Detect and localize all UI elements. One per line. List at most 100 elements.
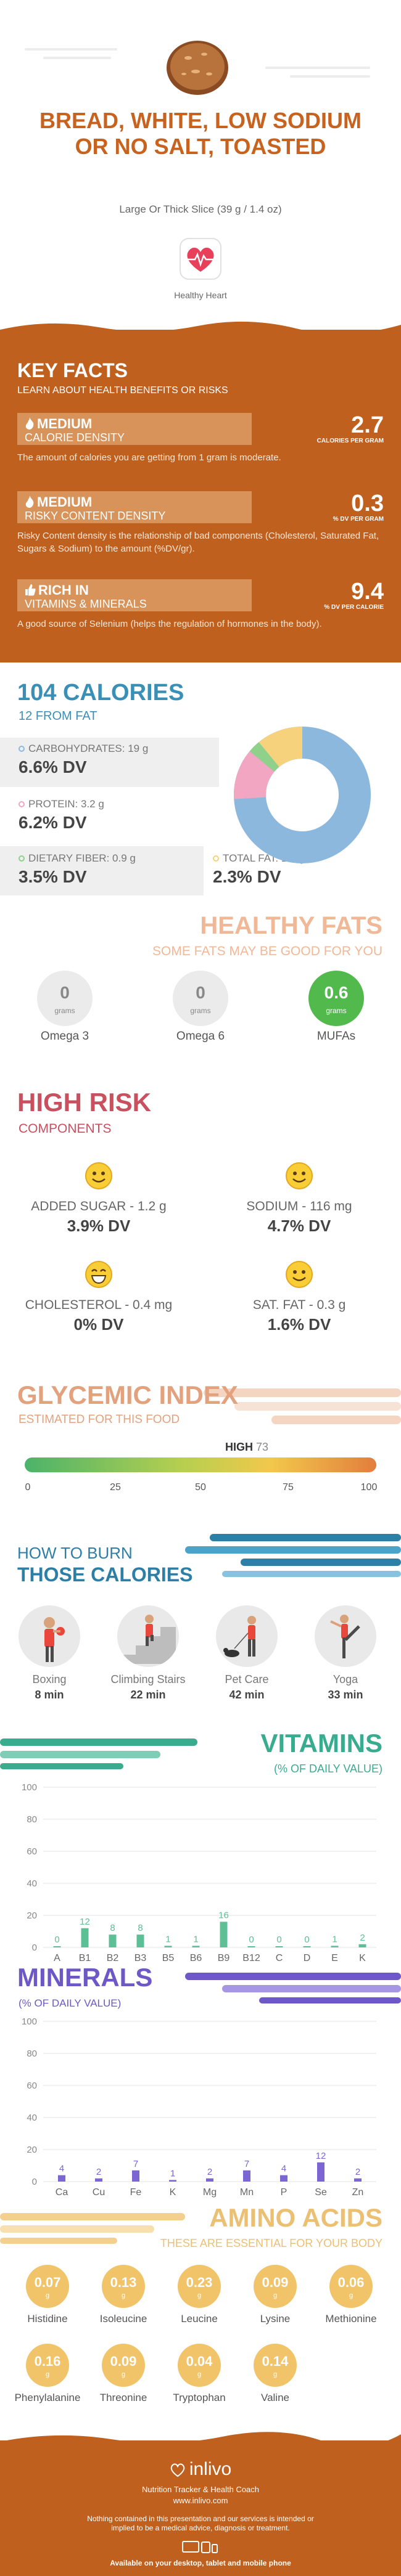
y-tick-label: 100	[22, 1782, 37, 1793]
x-tick-label: Cu	[93, 2187, 105, 2198]
nutrient-fiber: DIETARY FIBER: 0.9 g 3.5% DV	[19, 852, 136, 895]
key-fact-number: 0.3	[351, 491, 384, 516]
decorative-stripes	[185, 1534, 401, 1577]
y-tick-label: 100	[22, 2016, 37, 2027]
amino-value: 0.13	[110, 2275, 137, 2290]
amino-phenylalanine: 0.16 g Phenylalanine	[10, 2344, 85, 2404]
amino-circle: 0.06 g	[329, 2265, 373, 2308]
healthy-heart-icon	[180, 238, 221, 280]
x-tick-label: B2	[107, 1953, 119, 1963]
bar-value-label: 2	[360, 1933, 365, 1943]
x-tick-label: Mg	[203, 2187, 217, 2198]
fat-unit: grams	[326, 1006, 347, 1015]
fat-omega-3: 0 grams Omega 3	[28, 971, 102, 1043]
glycemic-tick: 25	[110, 1482, 121, 1493]
amino-circle: 0.23 g	[178, 2265, 221, 2308]
fat-circle: 0 grams	[37, 971, 93, 1026]
decorative-line	[43, 57, 111, 59]
fat-dot-icon	[213, 855, 219, 862]
healthy-heart-label: Healthy Heart	[174, 290, 227, 300]
high-risk-section: HIGH RISK COMPONENTS ADDED SUGAR - 1.2 g…	[0, 1078, 401, 1374]
amino-value: 0.06	[337, 2275, 365, 2290]
amino-name: Phenylalanine	[14, 2392, 81, 2403]
bar-Mn	[243, 2170, 250, 2182]
calories-subtitle: 12 FROM FAT	[19, 709, 97, 723]
bar-value-label: 4	[281, 2164, 286, 2174]
brand-logo[interactable]: inlivo	[0, 2459, 401, 2480]
amino-unit: g	[121, 2371, 126, 2378]
bar-B9	[220, 1922, 228, 1947]
key-fact-description: The amount of calories you are getting f…	[17, 452, 281, 463]
healthy-fats-section: HEALTHY FATS SOME FATS MAY BE GOOD FOR Y…	[0, 900, 401, 1078]
amino-histidine: 0.07 g Histidine	[10, 2265, 85, 2325]
wave-divider	[0, 2432, 401, 2452]
key-fact-label: VITAMINS & MINERALS	[25, 598, 147, 610]
amino-unit: g	[45, 2292, 50, 2299]
activity-name: Yoga	[333, 1673, 358, 1685]
x-tick-label: K	[359, 1953, 366, 1963]
bar-value-label: 1	[332, 1934, 337, 1944]
y-tick-label: 0	[32, 1942, 37, 1953]
key-fact-unit: % DV PER GRAM	[333, 516, 384, 523]
decorative-stripes	[204, 1388, 401, 1424]
yoga-icon	[315, 1605, 376, 1667]
x-tick-label: B5	[162, 1953, 175, 1963]
risk-cholesterol: CHOLESTEROL - 0.4 mg 0% DV	[19, 1260, 179, 1334]
key-fact-description: Risky Content density is the relationshi…	[17, 531, 379, 554]
glycemic-tick: 75	[283, 1482, 294, 1493]
glycemic-index-bar	[25, 1457, 376, 1472]
activity-name: Boxing	[32, 1673, 67, 1685]
bar-D	[303, 1946, 311, 1947]
risk-sodium: SODIUM - 116 mg 4.7% DV	[219, 1162, 379, 1236]
nutrient-dv: 3.5% DV	[19, 867, 87, 886]
calories-title: 104 CALORIES	[17, 680, 184, 706]
fat-name: MUFAs	[316, 1030, 356, 1043]
x-tick-label: B12	[242, 1953, 260, 1963]
bar-value-label: 1	[193, 1934, 198, 1944]
glycemic-tick: 50	[195, 1482, 206, 1493]
fat-mufas: 0.6 grams MUFAs	[299, 971, 373, 1043]
brand-url-link[interactable]: www.inlivo.com	[173, 2496, 228, 2505]
pet-care-icon	[216, 1605, 278, 1667]
key-facts-subtitle: LEARN ABOUT HEALTH BENEFITS OR RISKS	[17, 385, 228, 396]
bar-Fe	[132, 2170, 139, 2182]
x-tick-label: B6	[190, 1953, 202, 1963]
bread-icon	[167, 41, 228, 95]
nutrient-total-fat: TOTAL FAT: 1.4 g 2.3% DV	[213, 852, 305, 895]
risk-dv: 3.9% DV	[67, 1217, 131, 1235]
fat-omega-6: 0 grams Omega 6	[163, 971, 238, 1043]
key-fact-unit: % DV PER CALORIE	[324, 604, 384, 611]
activity-time: 8 min	[35, 1689, 64, 1701]
amino-value: 0.04	[186, 2354, 213, 2369]
thumbs-up-icon	[25, 584, 36, 596]
x-tick-label: B3	[134, 1953, 147, 1963]
bar-value-label: 8	[138, 1923, 143, 1933]
decorative-stripes	[185, 1973, 401, 2003]
amino-circle: 0.04 g	[178, 2344, 221, 2387]
brand-tagline: Nutrition Tracker & Health Coach	[141, 2485, 260, 2494]
decorative-stripes	[0, 2213, 185, 2244]
page-title: BREAD, WHITE, LOW SODIUM OR NO SALT, TOA…	[39, 108, 362, 159]
x-tick-label: K	[170, 2187, 176, 2198]
amino-name: Tryptophan	[173, 2392, 226, 2403]
healthy-fats-subtitle: SOME FATS MAY BE GOOD FOR YOU	[152, 944, 382, 958]
bar-B12	[247, 1946, 255, 1947]
bar-value-label: 1	[165, 1934, 170, 1944]
nutrient-protein: PROTEIN: 3.2 g 6.2% DV	[19, 798, 104, 841]
boxing-icon	[19, 1605, 80, 1667]
glycemic-index-title: GLYCEMIC INDEX	[17, 1380, 238, 1409]
y-tick-label: 40	[27, 1878, 37, 1889]
activity-time: 22 min	[130, 1689, 166, 1701]
amino-name: Methionine	[325, 2313, 377, 2325]
high-risk-subtitle: COMPONENTS	[19, 1122, 112, 1136]
flame-icon	[25, 495, 34, 508]
x-tick-label: Ca	[56, 2187, 68, 2198]
burn-subtitle: THOSE CALORIES	[17, 1563, 193, 1586]
bar-value-label: 4	[59, 2164, 64, 2174]
decorative-line	[290, 75, 370, 78]
bar-Cu	[95, 2178, 102, 2182]
key-fact-level: RICH IN	[38, 582, 89, 598]
nutrient-label: DIETARY FIBER: 0.9 g	[28, 852, 136, 864]
stairs-icon	[117, 1605, 179, 1667]
bar-value-label: 2	[207, 2167, 212, 2177]
